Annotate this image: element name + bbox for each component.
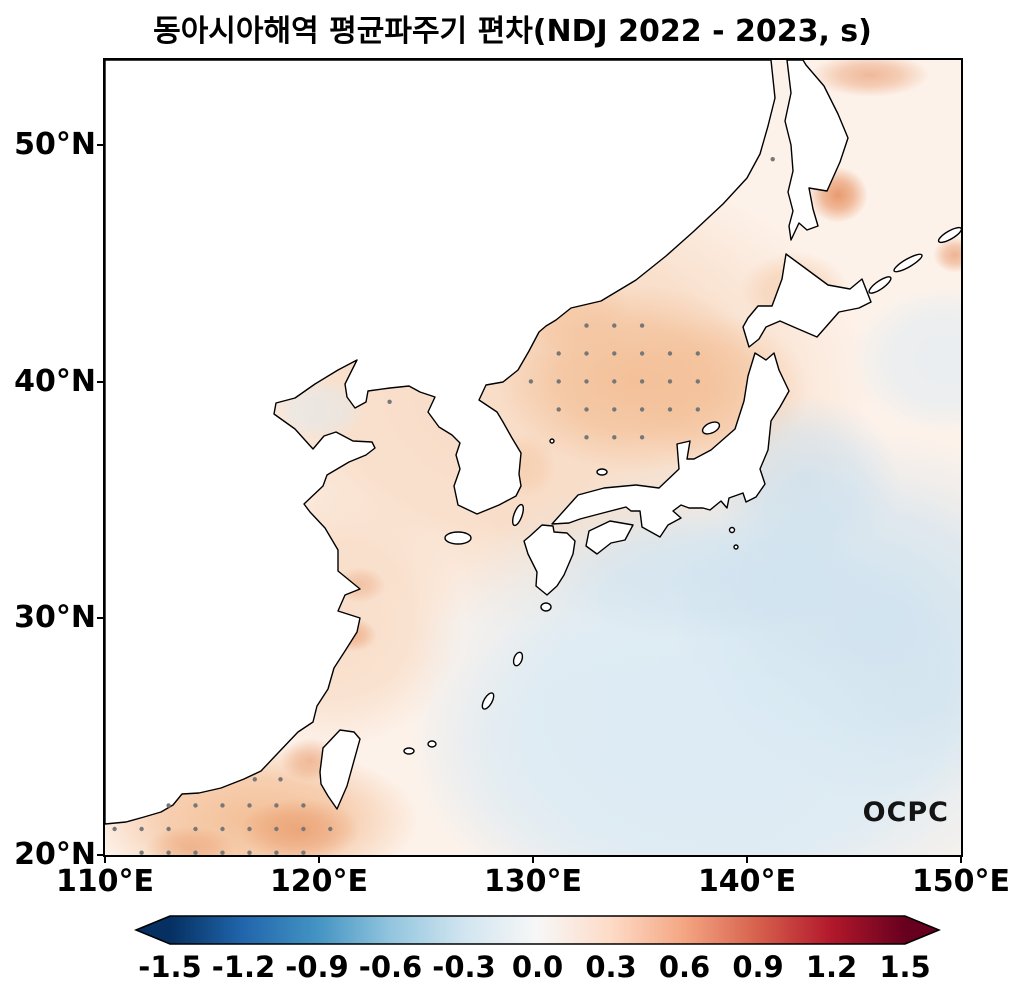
colorbar-tick-label: -1.2 [211, 950, 276, 984]
colorbar-tick-label: -0.6 [358, 950, 423, 984]
colorbar-right-arrow [905, 916, 939, 944]
lon-tickmark [104, 855, 106, 863]
island-izu-2 [733, 544, 739, 550]
coastline-sakhalin [784, 60, 849, 241]
colorbar-left-arrow [136, 916, 170, 944]
lon-tick-label: 130°E [483, 864, 583, 899]
island-iturup [893, 253, 923, 273]
coastline-honshu [551, 352, 790, 538]
colorbar-tick-label: 0.9 [732, 950, 784, 984]
colorbar [134, 915, 941, 945]
coastline-taiwan [319, 729, 361, 810]
island-ulleung [549, 438, 555, 444]
island-amami [512, 651, 524, 667]
lon-tick-label: 110°E [55, 864, 155, 899]
anomaly-shading [105, 60, 961, 855]
island-tsushima [511, 503, 525, 527]
lat-tick-label: 40°N [14, 363, 96, 399]
coastline-kyushu [523, 524, 576, 596]
lat-tick-label: 50°N [14, 126, 96, 162]
colorbar-tick-label: 0.0 [511, 950, 564, 984]
colorbar-tick-label: -0.9 [285, 950, 349, 984]
island-sado [701, 421, 721, 435]
map-frame [103, 58, 963, 857]
lon-tick-label: 150°E [911, 864, 1011, 899]
coastline-hokkaido [742, 253, 872, 348]
map-canvas [105, 60, 961, 855]
island-kunashir [868, 276, 892, 294]
ocpc-logo: OCPC [862, 797, 949, 828]
colorbar-tick-label: 1.5 [879, 950, 931, 984]
significance-stipple [112, 157, 775, 855]
chart-title: 동아시아해역 평균파주기 편차(NDJ 2022 - 2023, s) [153, 14, 872, 49]
lat-tick-label: 30°N [14, 600, 96, 636]
colorbar-outline [134, 915, 941, 945]
island-oki [596, 468, 608, 476]
island-yakushima [540, 602, 552, 612]
landmasses [105, 60, 961, 825]
lat-tick-label: 20°N [14, 836, 96, 872]
colorbar-tick-label: 0.3 [585, 950, 637, 984]
lat-tickmark [97, 854, 105, 857]
island-ishigaki [403, 747, 415, 755]
lat-tickmark [97, 143, 105, 146]
lon-tickmark [318, 855, 320, 863]
island-urup [937, 226, 961, 244]
island-okinawa [481, 692, 495, 710]
island-jeju [444, 531, 472, 545]
lat-tickmark [97, 617, 105, 620]
lon-tickmark [746, 855, 748, 863]
lon-tick-label: 120°E [269, 864, 369, 899]
lon-tickmark [960, 855, 962, 863]
lon-tickmark [532, 855, 534, 863]
colorbar-tick-label: -0.3 [432, 950, 496, 984]
island-izu-1 [728, 526, 736, 534]
colorbar-tick-label: 0.6 [658, 950, 711, 984]
colorbar-tick-label: -1.5 [138, 950, 202, 984]
coastline-shikoku [585, 520, 634, 555]
island-miyako [427, 740, 437, 748]
coastline-mainland-asia [105, 60, 776, 825]
colorbar-gradient-bar [170, 916, 905, 944]
lat-tickmark [97, 380, 105, 383]
colorbar-tick-label: 1.2 [805, 950, 858, 984]
lon-tick-label: 140°E [697, 864, 797, 899]
